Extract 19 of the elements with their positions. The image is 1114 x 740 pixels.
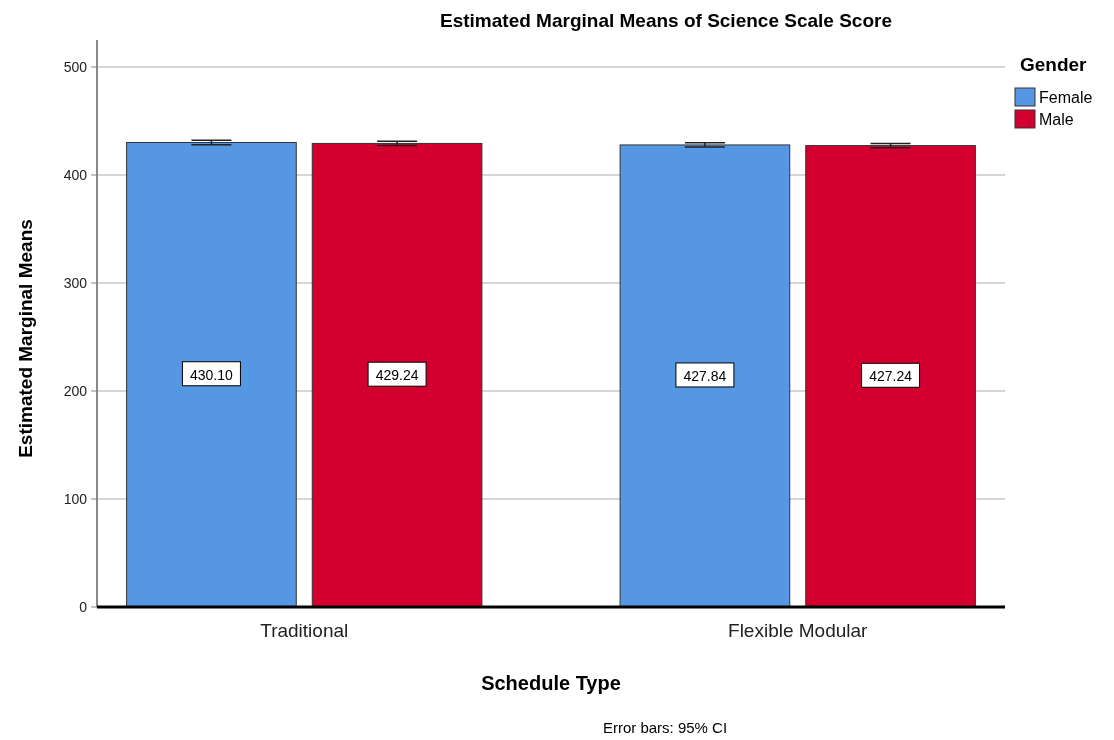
- x-axis-title: Schedule Type: [481, 672, 621, 694]
- y-tick-label: 400: [63, 167, 88, 183]
- legend-label: Female: [1039, 89, 1093, 106]
- text: Error bars: 95% CI: [602, 719, 728, 736]
- y-tick-label: 500: [63, 59, 88, 75]
- y-axis-title: Estimated Marginal Means: [15, 219, 36, 458]
- legend-title: Gender: [1020, 54, 1088, 75]
- data-label: 427.24: [869, 368, 913, 385]
- y-tick-label: 200: [63, 383, 88, 399]
- y-tick-label: 100: [63, 491, 88, 507]
- data-label: 427.84: [683, 367, 727, 384]
- y-tick-label: 0: [79, 599, 88, 615]
- data-label: 429.24: [375, 367, 419, 384]
- legend-label: Male: [1039, 111, 1074, 128]
- y-tick-label: 300: [63, 275, 88, 291]
- x-tick-label: Traditional: [260, 620, 349, 641]
- chart-title: Estimated Marginal Means of Science Scale Score: [440, 10, 892, 31]
- x-tick-label: Flexible Modular: [728, 620, 869, 641]
- data-label: 430.10: [190, 366, 234, 383]
